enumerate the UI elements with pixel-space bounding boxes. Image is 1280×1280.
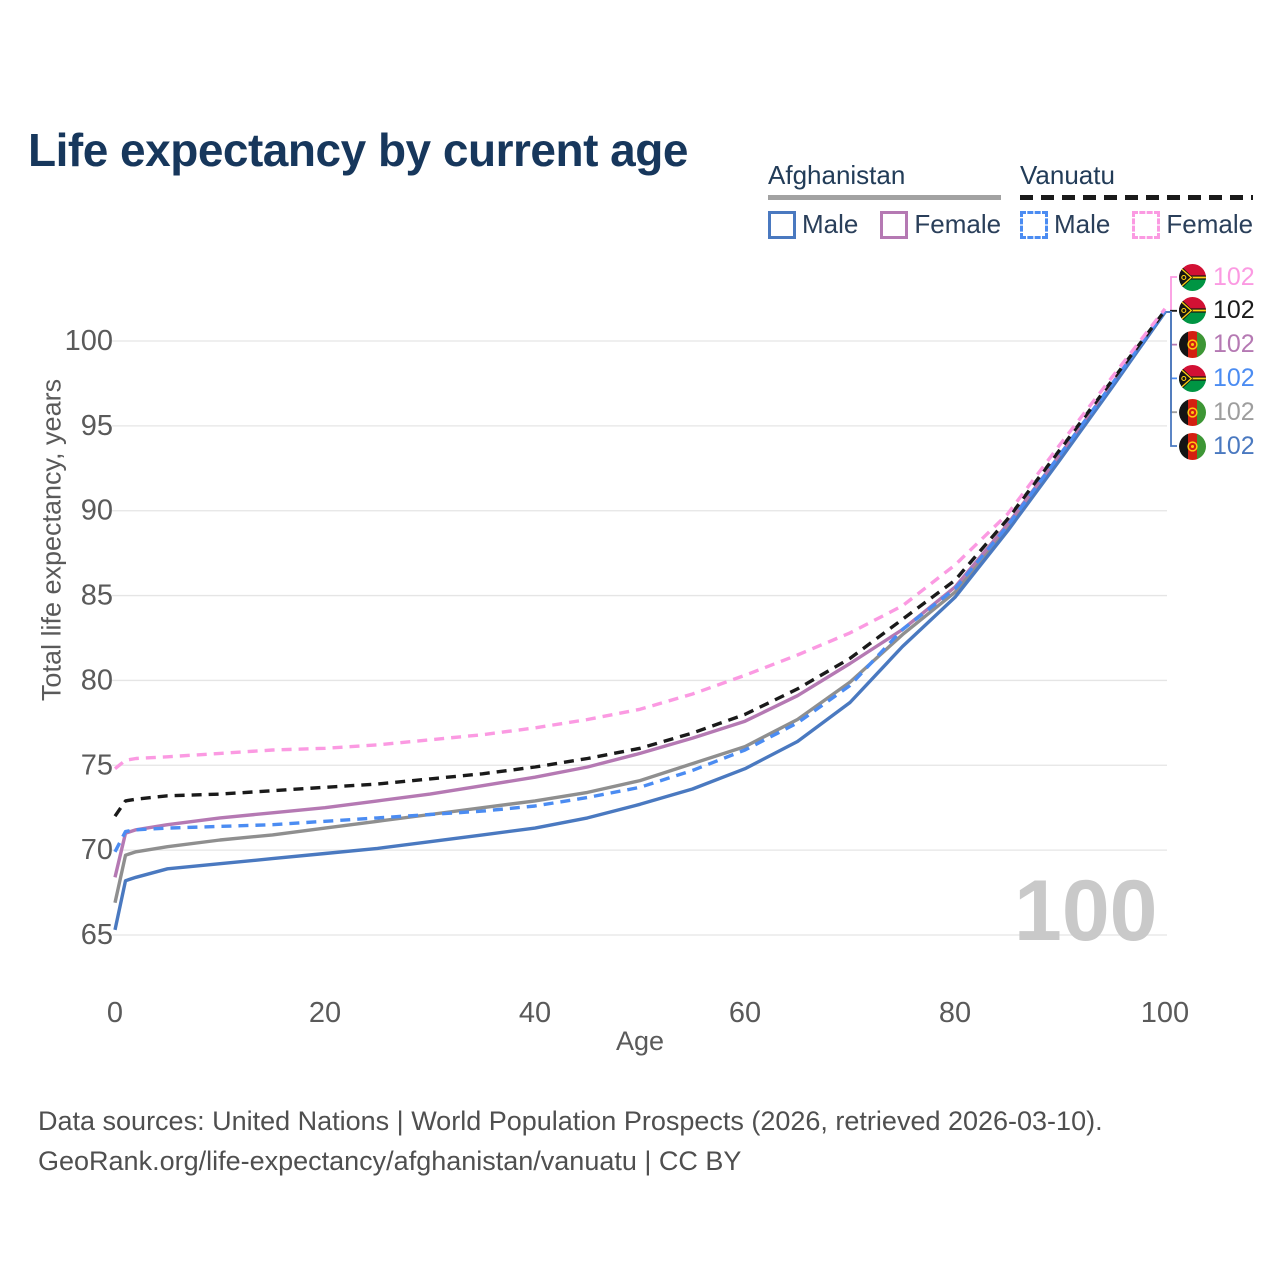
legend-country-afghanistan: Afghanistan bbox=[768, 160, 906, 190]
series-line-afghanistan-male bbox=[113, 311, 1167, 931]
legend-label: Female bbox=[1166, 209, 1254, 239]
vanuatu-dashed-line-swatch bbox=[1020, 195, 1254, 200]
end-label-vanuatu-female: 102 bbox=[1179, 262, 1255, 292]
y-tick-label: 75 bbox=[81, 749, 113, 781]
afghanistan-male-swatch[interactable] bbox=[768, 210, 796, 239]
footer-data-sources: Data sources: United Nations | World Pop… bbox=[38, 1106, 1103, 1136]
current-age-watermark: 100 bbox=[1014, 863, 1158, 959]
y-tick-label: 100 bbox=[65, 325, 113, 357]
series-line-vanuatu-female bbox=[113, 307, 1167, 771]
end-label-vanuatu-both-sexes: 102 bbox=[1179, 296, 1255, 326]
x-tick-label: 60 bbox=[729, 997, 761, 1029]
x-tick-label: 100 bbox=[1141, 997, 1189, 1029]
series-line-vanuatu-both-sexes bbox=[113, 309, 1167, 818]
series-line-vanuatu-male bbox=[113, 309, 1167, 853]
y-axis-title: Total life expectancy, years bbox=[36, 378, 67, 702]
legend-item-afghanistan-male[interactable]: Male bbox=[768, 209, 858, 240]
legend-item-afghanistan-female[interactable]: Female bbox=[880, 209, 1001, 240]
y-tick-label: 70 bbox=[81, 834, 113, 866]
legend-item-vanuatu-female[interactable]: Female bbox=[1132, 209, 1253, 240]
leader-line bbox=[1166, 276, 1177, 313]
footer-attribution: GeoRank.org/life-expectancy/afghanistan/… bbox=[38, 1146, 742, 1176]
afghanistan-flag-icon bbox=[1179, 432, 1206, 460]
legend-country-vanuatu: Vanuatu bbox=[1020, 160, 1115, 190]
end-label-value: 102 bbox=[1213, 330, 1255, 359]
x-tick-label: 20 bbox=[309, 997, 341, 1029]
legend-label: Male bbox=[1054, 209, 1111, 239]
legend-item-vanuatu-male[interactable]: Male bbox=[1020, 209, 1110, 240]
afghanistan-flag-icon bbox=[1179, 398, 1206, 426]
y-tick-label: 95 bbox=[81, 410, 113, 442]
end-label-afghanistan-both-sexes: 102 bbox=[1179, 397, 1255, 427]
y-tick-label: 65 bbox=[81, 919, 113, 951]
end-label-afghanistan-male: 102 bbox=[1179, 431, 1255, 461]
y-tick-label: 80 bbox=[81, 664, 113, 696]
y-tick-label: 90 bbox=[81, 495, 113, 527]
end-label-vanuatu-male: 102 bbox=[1179, 363, 1255, 393]
vanuatu-female-swatch[interactable] bbox=[1132, 210, 1161, 239]
y-tick-label: 85 bbox=[81, 580, 113, 612]
vanuatu-flag-icon bbox=[1179, 263, 1206, 291]
legend-label: Female bbox=[914, 209, 1002, 239]
end-label-afghanistan-female: 102 bbox=[1179, 330, 1255, 360]
legend-group-vanuatu: Vanuatu Male Female bbox=[1020, 160, 1254, 240]
page-title: Life expectancy by current age bbox=[28, 123, 688, 176]
leader-line bbox=[1166, 311, 1177, 447]
afghanistan-female-swatch[interactable] bbox=[880, 210, 909, 239]
x-tick-label: 40 bbox=[519, 997, 551, 1029]
legend-label: Male bbox=[802, 209, 859, 239]
x-tick-label: 80 bbox=[939, 997, 971, 1029]
end-label-value: 102 bbox=[1213, 363, 1255, 392]
x-tick-label: 0 bbox=[107, 997, 123, 1029]
afghanistan-flag-icon bbox=[1179, 331, 1206, 359]
vanuatu-male-swatch[interactable] bbox=[1020, 210, 1048, 239]
series-line-afghanistan-female bbox=[113, 309, 1167, 878]
end-label-value: 102 bbox=[1213, 296, 1255, 325]
vanuatu-flag-icon bbox=[1179, 364, 1206, 392]
end-label-value: 102 bbox=[1213, 262, 1255, 291]
vanuatu-flag-icon bbox=[1179, 297, 1206, 325]
end-label-value: 102 bbox=[1213, 397, 1255, 426]
series-line-afghanistan-both-sexes bbox=[113, 311, 1167, 904]
end-label-value: 102 bbox=[1213, 431, 1255, 460]
afghanistan-solid-line-swatch bbox=[768, 195, 1002, 200]
x-axis-title: Age bbox=[615, 1026, 665, 1056]
legend-group-afghanistan: Afghanistan Male Female bbox=[768, 160, 1002, 240]
